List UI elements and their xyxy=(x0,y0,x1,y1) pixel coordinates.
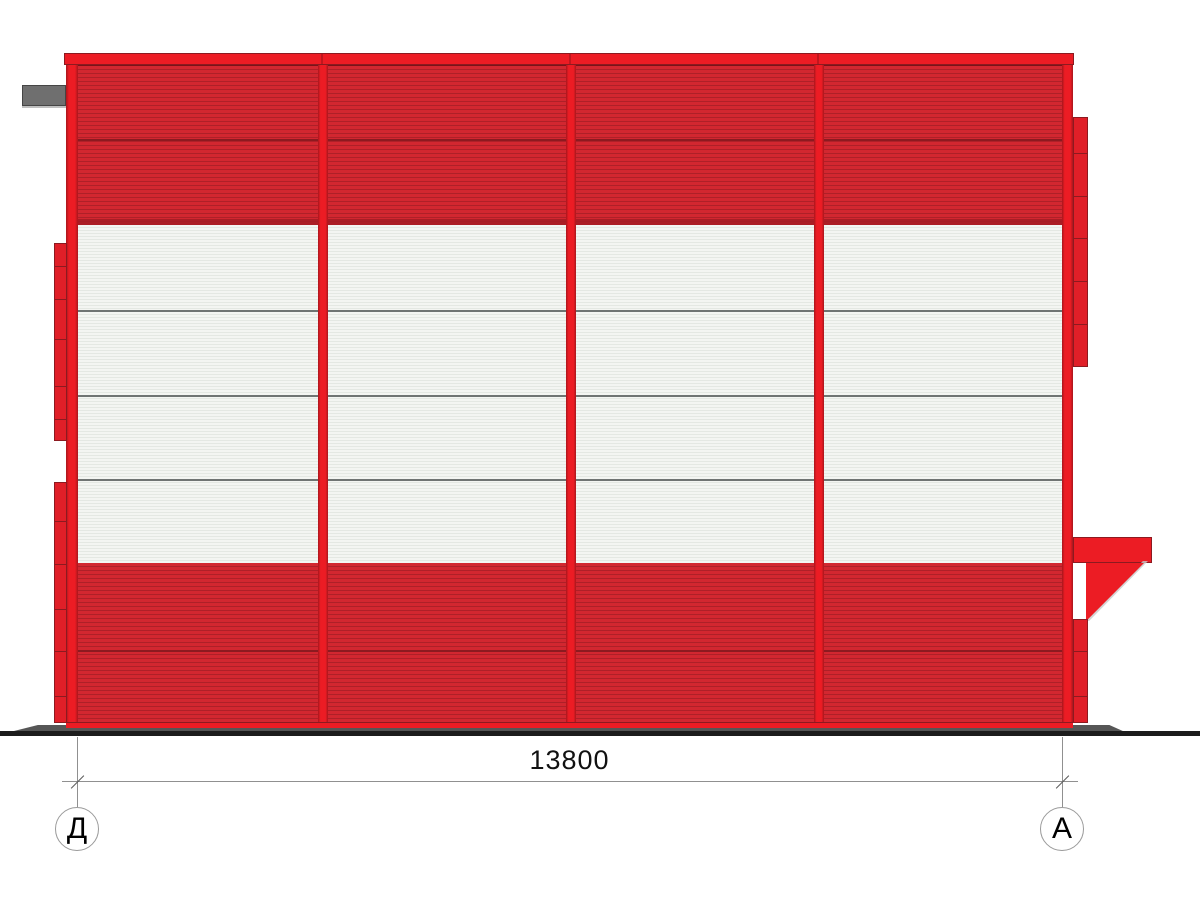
facade-mullion xyxy=(566,65,576,723)
exhaust-pipe xyxy=(22,85,66,106)
ground-line xyxy=(0,731,1200,736)
axis-marker-a-label: А xyxy=(1051,812,1072,845)
extension-line-left xyxy=(77,737,78,807)
left-downpipe-upper xyxy=(54,243,67,441)
cap-joint xyxy=(569,54,571,64)
base-flashing xyxy=(66,722,1073,728)
cap-joint xyxy=(817,54,819,64)
left-downpipe-lower xyxy=(54,482,67,723)
canopy-gusset xyxy=(1086,563,1144,620)
corner-pilaster-left xyxy=(66,65,78,723)
base-plinth xyxy=(10,725,1125,732)
right-downpipe-lower xyxy=(1073,619,1088,723)
axis-marker-d-label: Д xyxy=(66,812,88,845)
facade-mullion xyxy=(814,65,824,723)
corner-pilaster-right xyxy=(1062,65,1073,723)
extension-line-right xyxy=(1062,737,1063,807)
facade-mullion xyxy=(318,65,328,723)
entrance-canopy xyxy=(1073,537,1152,563)
parapet-cap xyxy=(64,53,1074,65)
dimension-label: 13800 xyxy=(529,745,610,775)
axis-marker-d: Д xyxy=(55,807,99,851)
dimension-line xyxy=(62,781,1078,782)
right-duct xyxy=(1073,117,1088,367)
axis-marker-a: А xyxy=(1040,807,1084,851)
cap-joint xyxy=(321,54,323,64)
